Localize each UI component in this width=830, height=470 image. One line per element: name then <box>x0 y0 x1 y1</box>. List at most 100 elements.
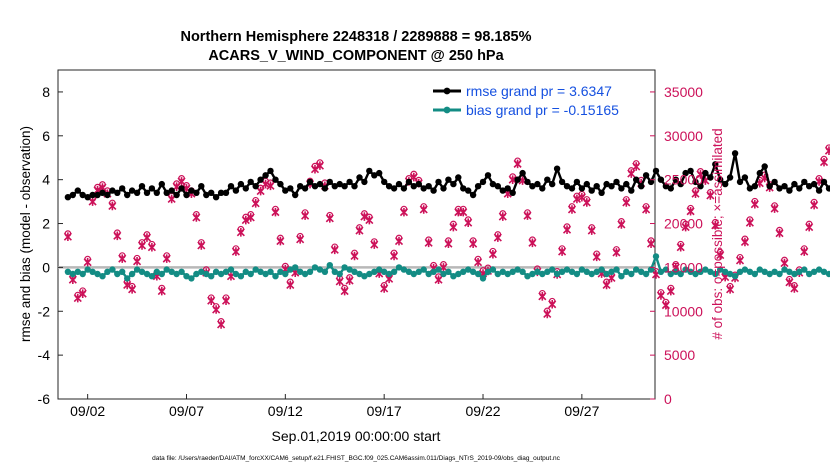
series-1-point-47 <box>297 268 304 275</box>
series-1-point-150 <box>806 270 813 278</box>
x-tick-label-0: 09/02 <box>70 403 105 419</box>
series-0-point-100 <box>558 178 566 186</box>
obs-assimilated-point-19 <box>157 286 166 296</box>
series-1-point-72 <box>420 266 427 273</box>
obs-assimilated-point-115 <box>632 162 641 171</box>
series-1-point-132 <box>717 266 724 273</box>
series-1-point-153 <box>820 268 828 275</box>
series-1-point-123 <box>672 268 679 275</box>
series-0-point-23 <box>178 185 185 192</box>
obs-assimilated-point-127 <box>691 189 700 199</box>
series-0-point-122 <box>667 185 674 192</box>
series-1-point-130 <box>707 268 714 275</box>
series-1-point-78 <box>450 273 457 280</box>
series-1-point-3 <box>79 270 86 278</box>
series-0-point-78 <box>450 180 457 188</box>
obs-assimilated-point-81 <box>464 218 473 227</box>
series-0-point-152 <box>815 187 823 194</box>
series-0-point-69 <box>405 178 413 186</box>
obs-assimilated-point-32 <box>221 296 231 306</box>
obs-assimilated-point-145 <box>780 258 789 268</box>
series-1-point-43 <box>277 268 284 275</box>
series-1-point-79 <box>455 270 462 278</box>
series-0-point-75 <box>435 178 442 186</box>
series-1-point-68 <box>400 266 408 273</box>
obs-assimilated-point-57 <box>345 276 354 285</box>
series-1-point-82 <box>469 268 477 275</box>
series-0-point-108 <box>598 189 605 196</box>
obs-assimilated-point-147 <box>790 284 799 293</box>
series-0-point-121 <box>662 183 670 190</box>
series-0-point-147 <box>791 180 798 188</box>
series-0-point-143 <box>771 178 778 186</box>
series-1-point-112 <box>618 273 625 280</box>
series-0-point-141 <box>761 163 768 170</box>
series-1-point-0 <box>64 268 72 275</box>
series-1-point-73 <box>425 270 432 278</box>
series-0-point-1 <box>69 191 77 199</box>
series-0-point-153 <box>820 178 828 186</box>
x-tick-label-4: 09/22 <box>465 403 500 419</box>
series-1-point-118 <box>647 266 655 273</box>
series-0-point-105 <box>583 180 590 188</box>
series-0-point-97 <box>544 176 551 183</box>
series-0-point-107 <box>593 183 600 190</box>
series-1-point-24 <box>183 273 190 280</box>
obs-assimilated-point-38 <box>251 199 260 208</box>
series-0-point-57 <box>346 178 353 186</box>
series-0-point-43 <box>277 180 284 188</box>
series-1-point-137 <box>741 266 749 273</box>
series-1-point-80 <box>460 268 467 275</box>
plot-area: -6 -4 -2 0 2 4 6 8 0 5000 10000 15000 20000 25000 3000… <box>38 69 830 419</box>
obs-assimilated-point-11 <box>118 254 127 263</box>
series-1-point-66 <box>390 268 398 275</box>
obs-assimilated-point-43 <box>276 236 285 246</box>
series-1-point-44 <box>282 270 289 278</box>
series-1-point-115 <box>633 266 640 273</box>
x-axis-label: Sep.01,2019 00:00:00 start <box>272 428 441 444</box>
series-1-point-29 <box>208 273 215 280</box>
obs-assimilated-point-0 <box>63 232 72 241</box>
series-0-point-58 <box>351 183 358 190</box>
y-left-tick-label-7: 8 <box>42 84 50 100</box>
obs-assimilated-point-9 <box>108 201 117 211</box>
series-0-point-116 <box>638 183 645 190</box>
obs-assimilated-point-42 <box>271 207 280 217</box>
obs-assimilated-point-37 <box>246 213 255 222</box>
series-0-point-118 <box>647 178 655 186</box>
y-left-tick-label-1: -4 <box>38 347 51 363</box>
series-1-point-146 <box>786 268 793 275</box>
chart-title-line1: Northern Hemisphere 2248318 / 2289888 = … <box>180 29 531 45</box>
series-1-point-101 <box>563 266 571 273</box>
obs-assimilated-point-34 <box>231 247 240 256</box>
y-right-tick-label-6: 30000 <box>664 128 703 144</box>
legend: rmse grand pr = 3.6347 bias grand pr = -… <box>428 77 650 121</box>
series-1-point-62 <box>371 268 378 275</box>
series-0-point-26 <box>193 189 200 196</box>
y-left-tick-label-5: 4 <box>42 172 50 188</box>
series-0-point-36 <box>242 185 249 192</box>
series-0-point-51 <box>316 180 324 188</box>
series-0-point-88 <box>499 187 506 194</box>
series-0-point-15 <box>138 183 146 190</box>
series-1-point-124 <box>677 270 684 278</box>
obs-assimilated-point-151 <box>810 200 819 210</box>
obs-assimilated-point-103 <box>572 194 581 204</box>
series-1-point-51 <box>316 266 324 273</box>
series-1-point-34 <box>232 270 240 278</box>
series-1-point-58 <box>351 268 358 275</box>
series-1-point-138 <box>746 268 754 275</box>
series-1-point-50 <box>311 264 319 271</box>
chart-title-line2: ACARS_V_WIND_COMPONENT @ 250 hPa <box>208 48 504 64</box>
obs-assimilated-point-54 <box>330 245 339 255</box>
y-axis-label-left: rmse and bias (model - observation) <box>18 126 33 342</box>
series-0-point-102 <box>568 185 576 192</box>
series-1-point-147 <box>791 270 798 278</box>
series-1-point-135 <box>731 273 739 280</box>
series-layer <box>64 150 830 282</box>
series-1-point-83 <box>474 270 482 278</box>
series-0-point-48 <box>301 185 309 192</box>
obs-assimilated-point-91 <box>513 159 522 169</box>
obs-assimilated-point-124 <box>676 242 685 252</box>
series-0-point-10 <box>114 189 121 196</box>
